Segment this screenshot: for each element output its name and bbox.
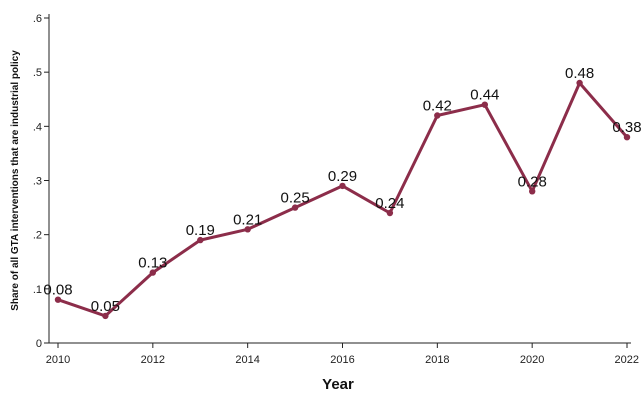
data-point — [54, 296, 62, 303]
x-tick-label: 2018 — [425, 354, 449, 366]
y-tick-label: 0 — [36, 338, 42, 350]
y-tick-label: .1 — [33, 284, 42, 296]
data-label: 0.28 — [518, 173, 547, 190]
data-label: 0.29 — [328, 168, 357, 185]
data-label: 0.24 — [375, 195, 404, 212]
data-point — [529, 188, 536, 195]
data-label: 0.05 — [91, 298, 120, 315]
y-axis-title: Share of all GTA interventions that are … — [10, 50, 21, 311]
data-point — [339, 182, 346, 190]
y-tick-label: .2 — [33, 230, 42, 242]
x-tick-label: 2016 — [330, 354, 354, 366]
data-point — [197, 236, 204, 244]
data-label: 0.25 — [280, 190, 309, 207]
x-tick-label: 2012 — [141, 354, 165, 366]
data-label: 0.19 — [186, 222, 215, 239]
y-tick-label: .6 — [33, 13, 42, 25]
axes — [48, 14, 631, 344]
y-tick-label: .5 — [33, 67, 42, 79]
data-point — [386, 209, 394, 217]
series-line — [56, 81, 629, 318]
data-point — [102, 312, 109, 320]
data-label: 0.08 — [43, 282, 72, 299]
data-label: 0.48 — [565, 65, 594, 82]
data-point — [623, 134, 631, 141]
data-point — [244, 226, 251, 233]
data-label: 0.42 — [423, 98, 452, 115]
series — [54, 79, 631, 320]
data-label: 0.44 — [470, 87, 499, 104]
data-label: 0.38 — [612, 119, 641, 136]
data-label: 0.13 — [138, 255, 167, 272]
data-point — [291, 204, 299, 211]
data-labels: 0.08 0.05 0.13 0.19 0.21 0.25 0.29 0.24 0.42 0.44… — [43, 65, 641, 315]
x-tick-label: 2022 — [615, 354, 639, 366]
x-tick-label: 2020 — [520, 354, 544, 366]
data-point — [576, 79, 583, 87]
data-point — [434, 112, 441, 119]
x-axis-title: Year — [322, 376, 354, 393]
data-point — [481, 101, 488, 108]
x-tick-label: 2010 — [46, 354, 70, 366]
ticks: 0 .1 .2 .3 .4 .5 .6 2010 2012 2014 2016 2018 2020 202… — [33, 13, 639, 366]
y-tick-label: .4 — [33, 121, 42, 133]
y-tick-label: .3 — [33, 176, 42, 188]
data-point — [149, 269, 156, 276]
x-tick-label: 2014 — [235, 354, 259, 366]
data-label: 0.21 — [233, 211, 262, 228]
